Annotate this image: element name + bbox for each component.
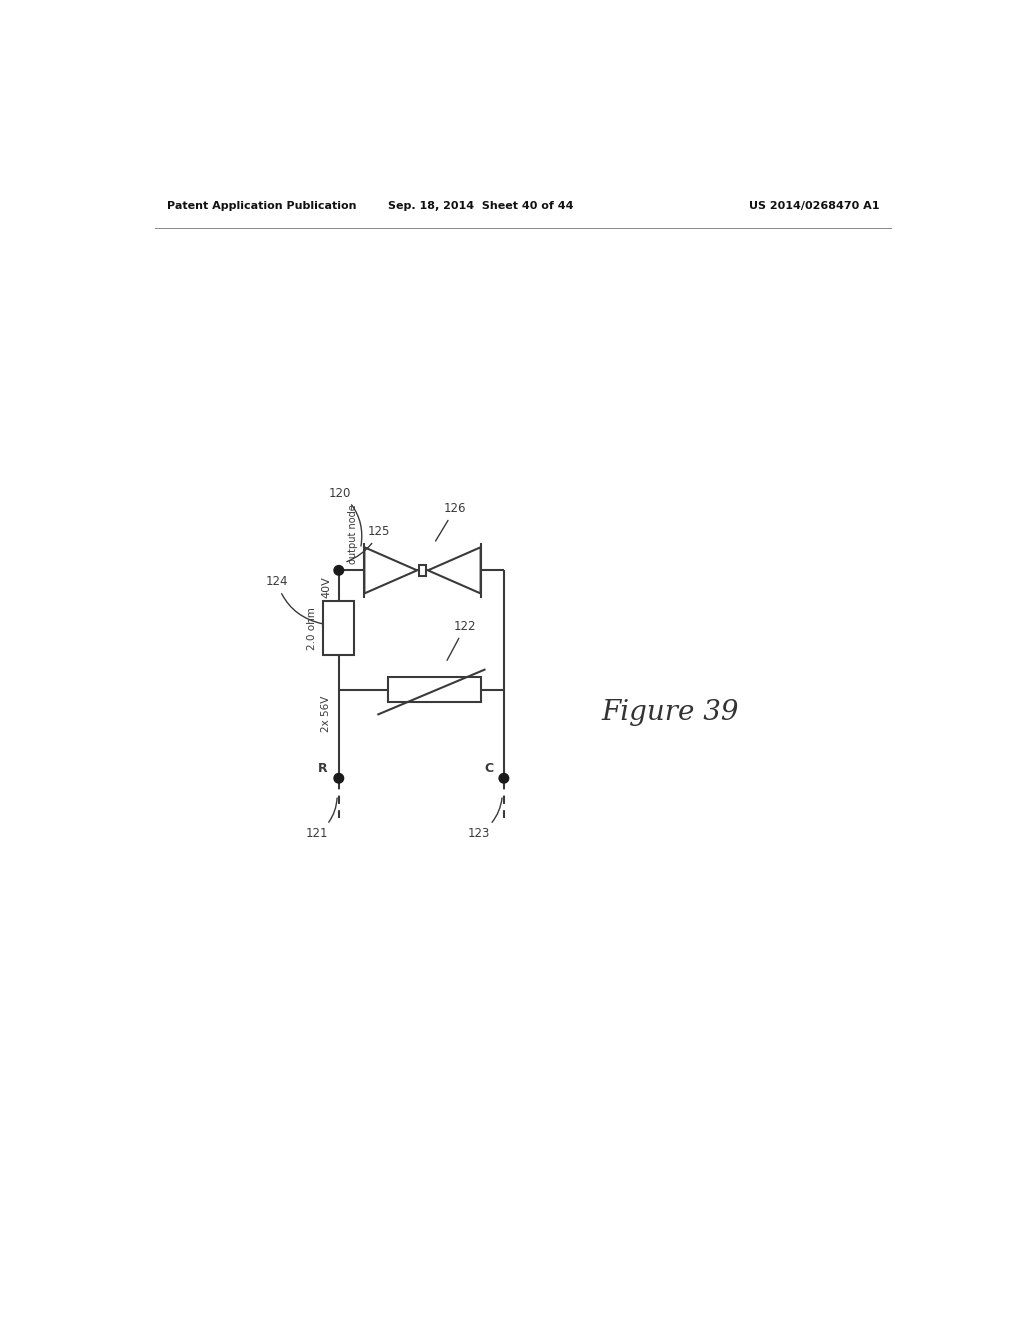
Text: C: C — [484, 762, 493, 775]
Bar — [388, 677, 480, 702]
Bar — [324, 601, 354, 655]
Text: 124: 124 — [265, 576, 323, 624]
Text: 126: 126 — [435, 502, 466, 541]
Bar — [419, 565, 426, 576]
Text: US 2014/0268470 A1: US 2014/0268470 A1 — [750, 201, 880, 211]
Text: 123: 123 — [468, 799, 502, 841]
Text: 2.0 ohm: 2.0 ohm — [307, 607, 317, 649]
Text: 2x 56V: 2x 56V — [322, 696, 331, 733]
Polygon shape — [428, 548, 480, 594]
Text: Sep. 18, 2014  Sheet 40 of 44: Sep. 18, 2014 Sheet 40 of 44 — [388, 201, 573, 211]
Circle shape — [499, 774, 509, 783]
Text: R: R — [318, 762, 328, 775]
Text: Patent Application Publication: Patent Application Publication — [167, 201, 356, 211]
Text: 121: 121 — [306, 799, 337, 841]
Circle shape — [334, 565, 344, 576]
Text: 125: 125 — [347, 525, 390, 562]
Text: Figure 39: Figure 39 — [602, 700, 739, 726]
Circle shape — [334, 774, 344, 783]
Text: 40V: 40V — [322, 577, 331, 598]
Text: 120: 120 — [329, 487, 361, 546]
Text: output node: output node — [348, 504, 358, 564]
Text: 122: 122 — [447, 620, 476, 660]
Polygon shape — [365, 548, 417, 594]
